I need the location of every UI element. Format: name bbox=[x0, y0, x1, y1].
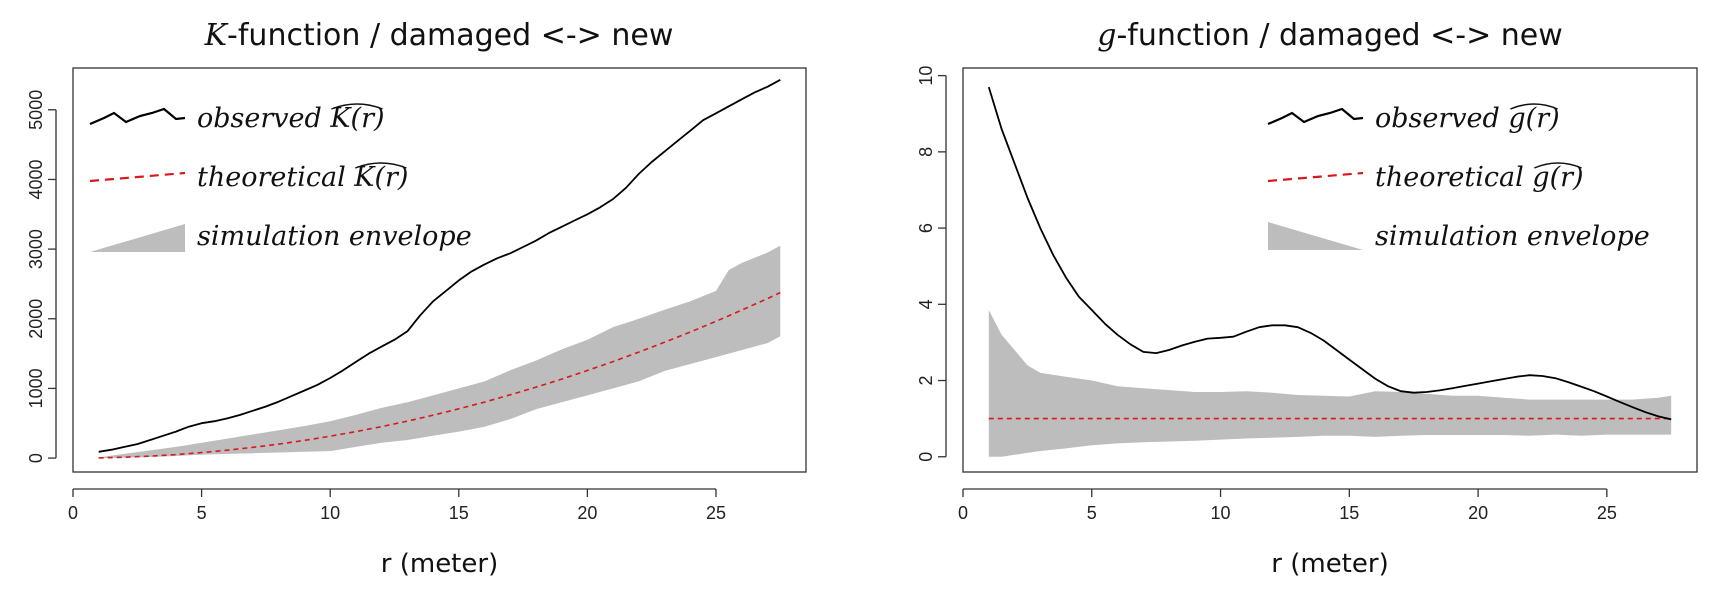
g-observed-line bbox=[987, 86, 1672, 421]
g-legend-hat-observed bbox=[1510, 103, 1558, 110]
k-legend-hat-theoretical bbox=[355, 162, 407, 169]
k-x-tick-label: 20 bbox=[577, 503, 597, 523]
k-title-rest: -function / damaged <-> new bbox=[227, 18, 673, 53]
g-x-tick-label: 25 bbox=[1597, 503, 1617, 523]
g-y-tick-label: 6 bbox=[916, 223, 936, 233]
k-legend-envelope: simulation envelope bbox=[197, 221, 472, 252]
k-title-symbol: K bbox=[204, 18, 229, 53]
k-observed-line bbox=[98, 79, 781, 453]
k-y-tick-label: 1000 bbox=[26, 368, 46, 408]
g-y-tick-label: 8 bbox=[916, 147, 936, 157]
g-legend-theoretical-symbol: g(r) bbox=[1532, 162, 1583, 193]
g-y-tick-label: 0 bbox=[916, 452, 936, 462]
k-legend-theoretical-symbol: K(r) bbox=[353, 162, 408, 193]
k-legend-observed-prefix: observed bbox=[197, 103, 330, 134]
k-y-tick-label: 3000 bbox=[26, 229, 46, 269]
k-legend-observed-symbol: K(r) bbox=[329, 103, 384, 134]
k-legend-observed-swatch bbox=[89, 107, 186, 126]
g-simulation-envelope bbox=[988, 310, 1672, 457]
k-simulation-envelope bbox=[98, 245, 781, 459]
g-x-tick-label: 0 bbox=[958, 503, 968, 523]
k-x-axis-label: r (meter) bbox=[381, 549, 498, 579]
k-y-tick-label: 2000 bbox=[26, 299, 46, 339]
k-theoretical-line bbox=[98, 291, 781, 459]
g-legend-envelope: simulation envelope bbox=[1375, 221, 1650, 252]
g-legend-observed-symbol: g(r) bbox=[1508, 103, 1559, 134]
g-legend-observed-swatch bbox=[1267, 107, 1364, 126]
k-plot-frame bbox=[72, 67, 807, 473]
g-y-tick-label: 4 bbox=[916, 299, 936, 309]
k-legend-theoretical: theoretical K(r) bbox=[197, 162, 408, 193]
k-legend-theoretical-swatch bbox=[89, 171, 186, 183]
k-x-tick-label: 15 bbox=[449, 503, 469, 523]
g-title-rest: -function / damaged <-> new bbox=[1116, 18, 1562, 53]
g-chart-title: g-function / damaged <-> new bbox=[1097, 18, 1563, 53]
g-x-axis-label: r (meter) bbox=[1271, 549, 1388, 579]
k-chart-title: K-function / damaged <-> new bbox=[204, 18, 674, 53]
g-legend-theoretical-swatch bbox=[1267, 171, 1364, 183]
k-legend-envelope-swatch bbox=[90, 224, 185, 252]
g-title-symbol: g bbox=[1097, 18, 1116, 53]
k-x-tick-label: 10 bbox=[320, 503, 340, 523]
g-y-tick-label: 2 bbox=[916, 376, 936, 386]
g-y-tick-label: 10 bbox=[916, 66, 936, 86]
k-legend: observed K(r)theoretical K(r)simulation … bbox=[89, 103, 472, 252]
k-function-panel: K-function / damaged <-> new 0 5 10 15 20 25 r … bbox=[26, 18, 807, 579]
g-legend-theoretical-prefix: theoretical bbox=[1375, 162, 1532, 193]
k-x-tick-label: 0 bbox=[68, 503, 78, 523]
k-y-tick-label: 4000 bbox=[26, 159, 46, 199]
k-legend-theoretical-prefix: theoretical bbox=[197, 162, 354, 193]
k-y-tick-label: 5000 bbox=[26, 90, 46, 130]
k-x-tick-label: 5 bbox=[197, 503, 207, 523]
g-plot-frame bbox=[962, 67, 1698, 473]
g-x-tick-label: 20 bbox=[1468, 503, 1488, 523]
k-y-tick-label: 0 bbox=[26, 453, 46, 463]
g-x-tick-label: 10 bbox=[1211, 503, 1231, 523]
g-legend-hat-theoretical bbox=[1534, 162, 1582, 169]
g-legend-envelope-swatch bbox=[1268, 222, 1363, 250]
g-legend-observed-prefix: observed bbox=[1375, 103, 1508, 134]
k-x-tick-label: 25 bbox=[706, 503, 726, 523]
g-legend-theoretical: theoretical g(r) bbox=[1375, 162, 1584, 193]
k-legend-observed: observed K(r) bbox=[197, 103, 385, 134]
g-legend-observed: observed g(r) bbox=[1375, 103, 1560, 134]
k-legend-hat-observed bbox=[331, 103, 383, 110]
g-x-tick-label: 5 bbox=[1087, 503, 1097, 523]
g-x-tick-label: 15 bbox=[1339, 503, 1359, 523]
g-legend: observed g(r)theoretical g(r)simulation … bbox=[1267, 103, 1650, 252]
